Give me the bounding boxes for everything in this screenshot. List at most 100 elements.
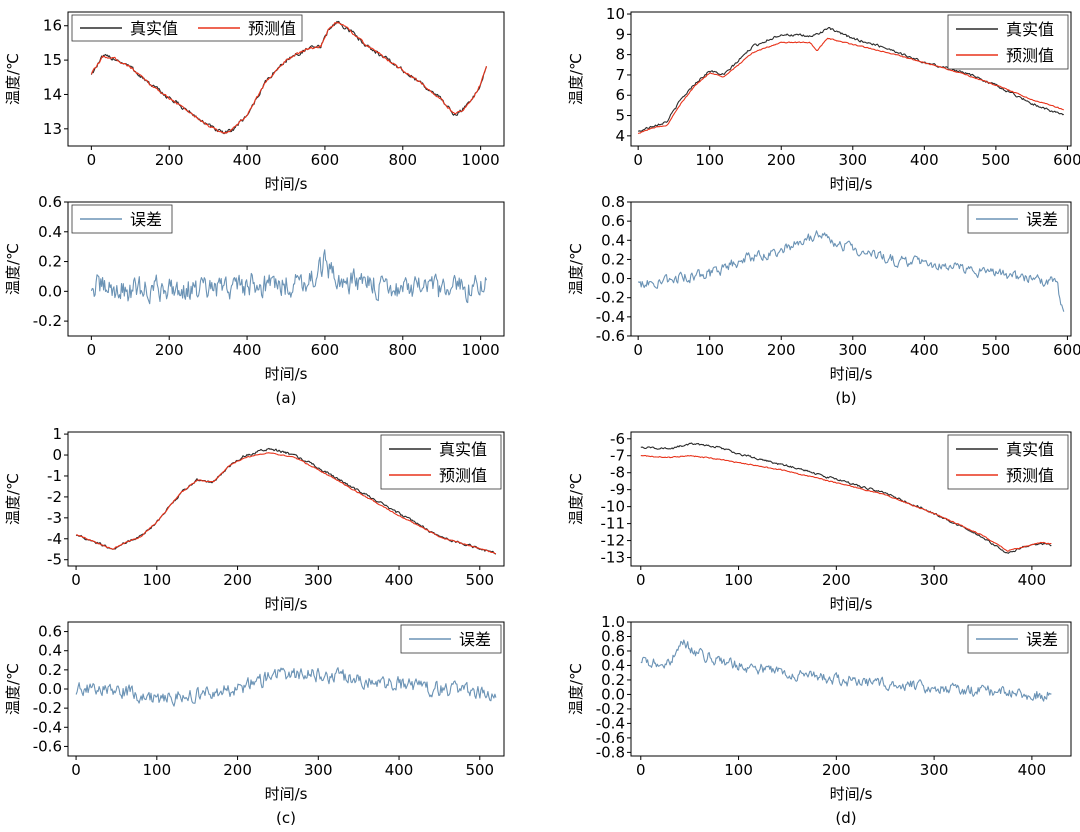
y-tick-label: -0.6 bbox=[596, 729, 625, 747]
series-line bbox=[640, 442, 1052, 554]
y-axis-label: 温度/℃ bbox=[4, 53, 22, 105]
legend-label: 预测值 bbox=[248, 19, 296, 38]
x-tick-label: 400 bbox=[233, 151, 262, 169]
legend: 误差 bbox=[71, 204, 173, 234]
y-tick-label: -0.6 bbox=[596, 327, 625, 345]
legend-label: 误差 bbox=[1026, 210, 1058, 229]
x-tick-label: 300 bbox=[838, 341, 867, 359]
y-tick-label: -0.6 bbox=[33, 737, 62, 755]
x-axis-label: 时间/s bbox=[265, 365, 308, 383]
x-axis-label: 时间/s bbox=[265, 785, 308, 803]
y-axis-label: 温度/℃ bbox=[567, 663, 585, 715]
x-tick-label: 500 bbox=[982, 151, 1011, 169]
y-tick-label: 0.0 bbox=[601, 685, 625, 703]
x-tick-label: 500 bbox=[982, 341, 1011, 359]
y-tick-label: 0.6 bbox=[38, 623, 62, 641]
plot-frame bbox=[630, 11, 1072, 147]
plot-frame bbox=[630, 621, 1072, 757]
series-line bbox=[75, 667, 497, 707]
x-tick-label: 200 bbox=[155, 151, 184, 169]
legend-label: 预测值 bbox=[1006, 466, 1054, 485]
x-tick-label: 100 bbox=[142, 571, 171, 589]
x-tick-label: 100 bbox=[724, 761, 753, 779]
series-line bbox=[90, 21, 488, 134]
y-tick-label: 0.6 bbox=[601, 212, 625, 230]
x-tick-label: 400 bbox=[385, 761, 414, 779]
x-tick-label: 300 bbox=[920, 761, 949, 779]
y-tick-label: 0.2 bbox=[601, 671, 625, 689]
x-tick-label: 100 bbox=[142, 761, 171, 779]
y-tick-label: -0.2 bbox=[33, 312, 62, 330]
x-tick-label: 400 bbox=[233, 341, 262, 359]
x-axis-label: 时间/s bbox=[830, 785, 873, 803]
y-tick-label: 10 bbox=[606, 5, 625, 23]
x-tick-label: 300 bbox=[304, 571, 333, 589]
x-tick-label: 200 bbox=[767, 151, 796, 169]
y-tick-label: 1 bbox=[52, 425, 62, 443]
x-tick-label: 600 bbox=[311, 341, 340, 359]
legend-label: 真实值 bbox=[1006, 440, 1054, 459]
x-tick-label: 200 bbox=[767, 341, 796, 359]
y-tick-label: 0.4 bbox=[601, 656, 625, 674]
y-tick-label: 14 bbox=[43, 85, 62, 103]
chart-panel: 0 200 400 600 800 1000 13 14 15 16 时间/s 温度/℃ 真实值 预测值 bbox=[4, 11, 505, 193]
x-axis-label: 时间/s bbox=[265, 175, 308, 193]
legend-label: 真实值 bbox=[1006, 20, 1054, 39]
x-tick-label: 0 bbox=[87, 151, 97, 169]
legend-label: 误差 bbox=[130, 210, 162, 229]
y-tick-label: 9 bbox=[615, 25, 625, 43]
y-tick-label: 0.0 bbox=[601, 270, 625, 288]
y-tick-label: -0.4 bbox=[596, 308, 625, 326]
panel-caption: (c) bbox=[276, 809, 296, 827]
y-tick-label: 1.0 bbox=[601, 613, 625, 631]
legend: 误差 bbox=[967, 624, 1069, 654]
y-tick-label: 0.2 bbox=[38, 661, 62, 679]
legend: 误差 bbox=[967, 204, 1069, 234]
chart-panel: 0 100 200 300 400-0.8-0.6-0.4-0.20.00.20.40.… bbox=[567, 613, 1072, 803]
x-tick-label: 300 bbox=[838, 151, 867, 169]
y-tick-label: 15 bbox=[43, 51, 62, 69]
chart-panel: 0 100 200 300 400 500 -0.6-0.4-0.20.00.20.40.6… bbox=[4, 621, 505, 803]
y-tick-label: 0.4 bbox=[38, 642, 62, 660]
x-tick-label: 400 bbox=[910, 151, 939, 169]
series-line bbox=[640, 639, 1052, 702]
y-tick-label: -0.2 bbox=[596, 700, 625, 718]
y-tick-label: -6 bbox=[610, 430, 625, 448]
y-tick-label: 0.4 bbox=[38, 223, 62, 241]
x-tick-label: 0 bbox=[71, 571, 81, 589]
y-tick-label: -4 bbox=[47, 530, 62, 548]
legend-label: 真实值 bbox=[130, 19, 178, 38]
series-line bbox=[75, 452, 496, 555]
legend: 真实值 预测值 bbox=[71, 14, 303, 42]
y-tick-label: -10 bbox=[601, 498, 626, 516]
x-tick-label: 200 bbox=[822, 761, 851, 779]
y-tick-label: 6 bbox=[615, 86, 625, 104]
x-tick-label: 300 bbox=[920, 571, 949, 589]
panel-caption: (a) bbox=[276, 389, 297, 407]
x-tick-label: 600 bbox=[1053, 151, 1080, 169]
x-tick-label: 200 bbox=[155, 341, 184, 359]
y-tick-label: -12 bbox=[601, 532, 626, 550]
y-axis-label: 温度/℃ bbox=[567, 473, 585, 525]
y-tick-label: -0.2 bbox=[33, 699, 62, 717]
y-tick-label: 0.6 bbox=[38, 193, 62, 211]
y-tick-label: 13 bbox=[43, 120, 62, 138]
chart-panel: 0 100 200 300 400 500 600 4 5 6 7 8 9 10 时间/s 温度/℃ 真实值预测… bbox=[567, 5, 1080, 193]
x-tick-label: 800 bbox=[388, 341, 417, 359]
plot-frame bbox=[67, 201, 505, 337]
x-tick-label: 300 bbox=[304, 761, 333, 779]
x-tick-label: 1000 bbox=[462, 341, 500, 359]
series-line bbox=[637, 37, 1065, 135]
plot-frame bbox=[67, 431, 505, 567]
legend: 误差 bbox=[400, 624, 502, 654]
y-tick-label: -2 bbox=[47, 488, 62, 506]
y-tick-label: 0.2 bbox=[601, 250, 625, 268]
series-line bbox=[637, 26, 1064, 132]
plot-frame bbox=[630, 431, 1072, 567]
x-tick-label: 100 bbox=[695, 341, 724, 359]
x-tick-label: 100 bbox=[695, 151, 724, 169]
x-axis-label: 时间/s bbox=[265, 595, 308, 613]
y-axis-label: 温度/℃ bbox=[567, 243, 585, 295]
y-tick-label: -0.8 bbox=[596, 743, 625, 761]
